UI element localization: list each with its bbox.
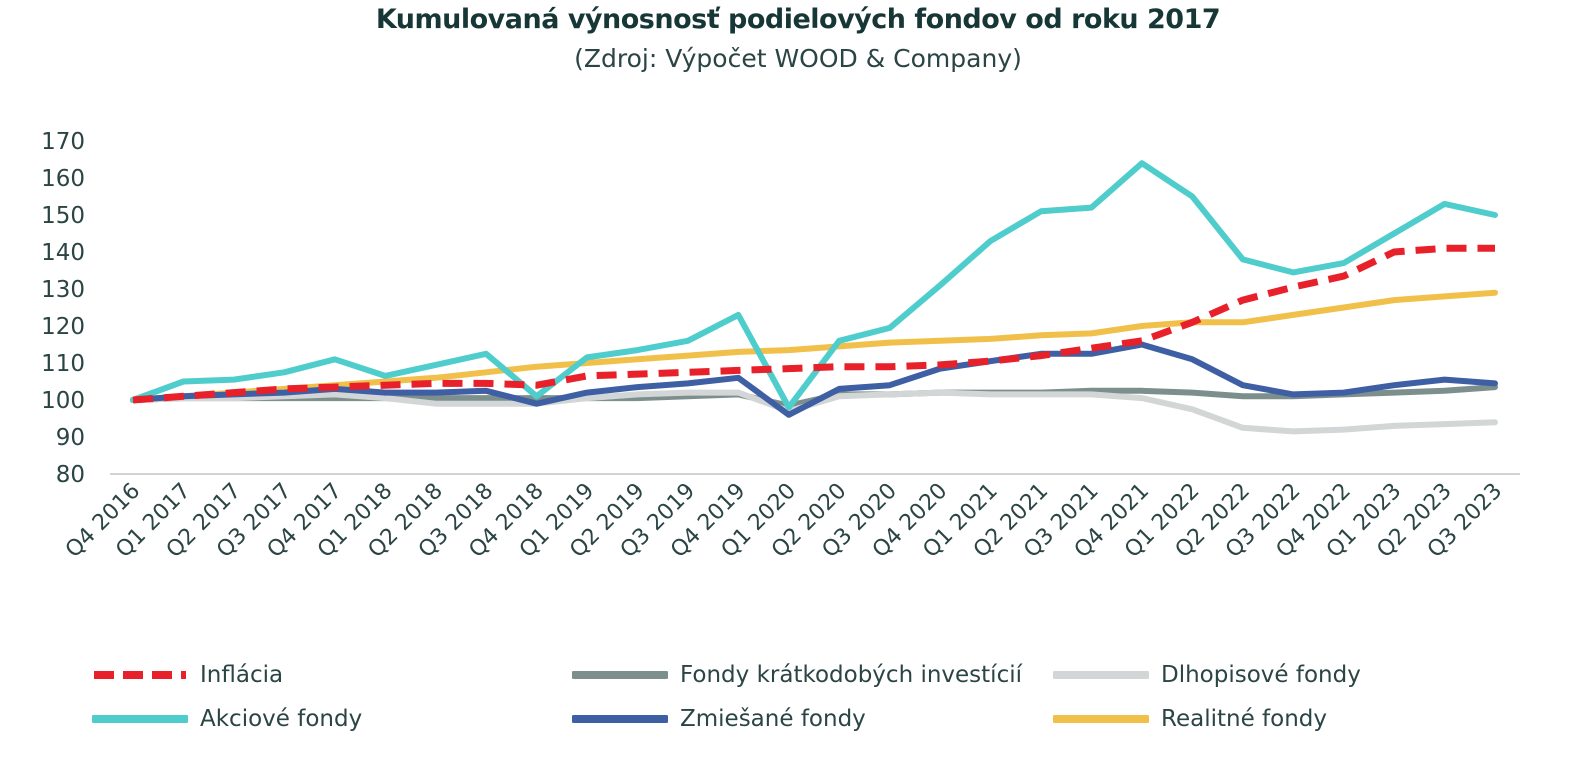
y-tick-label: 90 — [56, 425, 85, 451]
y-tick-label: 140 — [41, 240, 85, 266]
series-lines — [130, 160, 1498, 435]
y-tick-label: 120 — [41, 314, 85, 340]
y-tick-label: 100 — [41, 388, 85, 414]
chart-subtitle: (Zdroj: Výpočet WOOD & Company) — [574, 44, 1022, 73]
y-tick-label: 150 — [41, 203, 85, 229]
series-line-4 — [130, 341, 1498, 418]
y-tick-label: 130 — [41, 277, 85, 303]
y-tick-label: 160 — [41, 166, 85, 192]
series-line-3 — [130, 160, 1498, 411]
chart-title: Kumulovaná výnosnosť podielových fondov … — [375, 4, 1221, 35]
series-line-0 — [132, 244, 1495, 404]
y-tick-label: 80 — [56, 462, 85, 488]
y-tick-label: 170 — [41, 129, 85, 155]
y-tick-label: 110 — [41, 351, 85, 377]
y-axis: 80 90 100 110 120 130 140 150 160 170 — [41, 129, 85, 488]
